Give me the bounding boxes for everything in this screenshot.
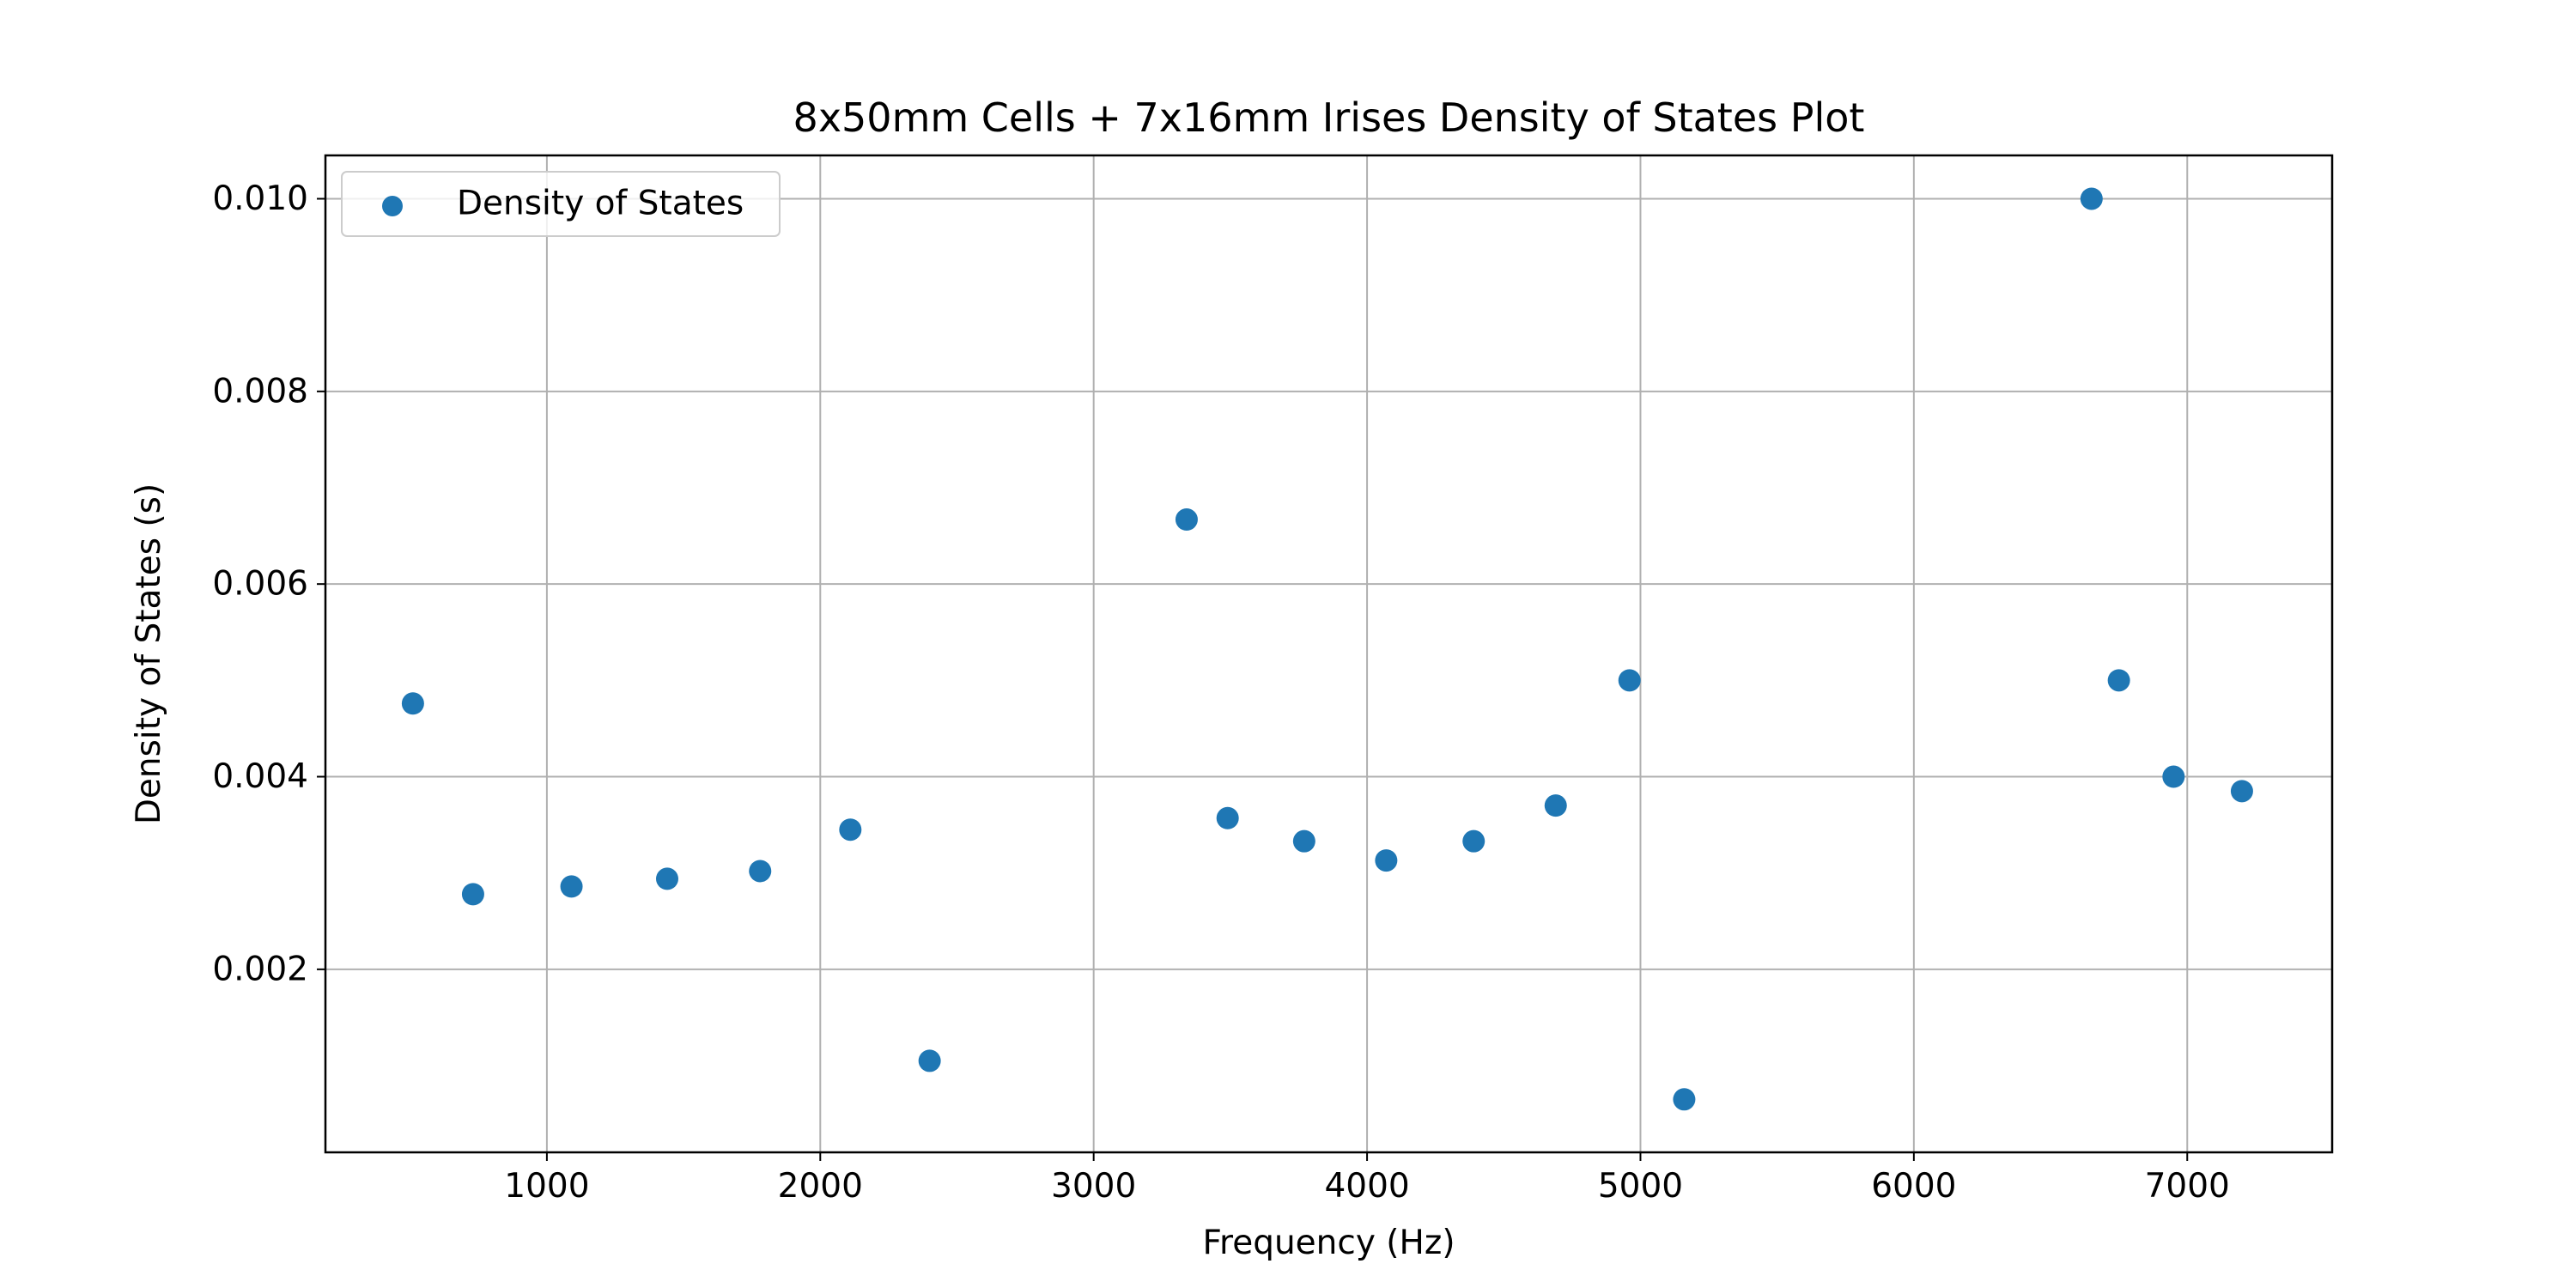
data-point (1216, 806, 1239, 829)
data-point (1544, 794, 1567, 817)
x-tick-label: 5000 (1598, 1167, 1683, 1206)
y-tick-label: 0.008 (212, 372, 308, 410)
data-point (2230, 780, 2253, 803)
legend-box (341, 171, 781, 237)
data-point (1618, 669, 1641, 692)
data-point (749, 860, 772, 883)
data-points (401, 187, 2253, 1111)
x-tick-label: 4000 (1324, 1167, 1409, 1206)
y-tick-label: 0.004 (212, 757, 308, 796)
legend-marker (382, 196, 403, 216)
data-point (2107, 669, 2130, 692)
data-point (1673, 1088, 1696, 1111)
legend: Density of States (341, 171, 781, 237)
data-point (1462, 829, 1485, 853)
y-axis-label: Density of States (s) (130, 483, 168, 824)
data-point (1292, 829, 1315, 853)
data-point (655, 867, 678, 890)
data-point (2162, 765, 2185, 788)
y-tick-label: 0.010 (212, 179, 308, 218)
y-tick-label: 0.006 (212, 565, 308, 604)
y-tick-label: 0.002 (212, 950, 308, 988)
x-tick-label: 6000 (1871, 1167, 1956, 1206)
data-point (1375, 849, 1398, 872)
axis-ticks: 1000 2000 3000 4000 5000 6000 7000 0.002 0.004 0.… (212, 179, 2230, 1206)
data-point (2080, 187, 2103, 210)
chart-title: 8x50mm Cells + 7x16mm Irises Density of … (793, 94, 1865, 141)
x-tick-label: 3000 (1051, 1167, 1136, 1206)
plot-area-frame (324, 154, 2334, 1154)
x-tick-label: 1000 (504, 1167, 589, 1206)
x-tick-label: 7000 (2145, 1167, 2230, 1206)
legend-label: Density of States (457, 185, 744, 223)
data-point (461, 883, 484, 906)
grid-lines (325, 155, 2332, 1152)
data-point (560, 875, 583, 898)
data-point (1175, 508, 1198, 532)
data-point (401, 692, 424, 715)
data-point (839, 818, 862, 841)
x-tick-label: 2000 (778, 1167, 863, 1206)
data-point (918, 1049, 941, 1072)
x-axis-label: Frequency (Hz) (1202, 1224, 1455, 1262)
